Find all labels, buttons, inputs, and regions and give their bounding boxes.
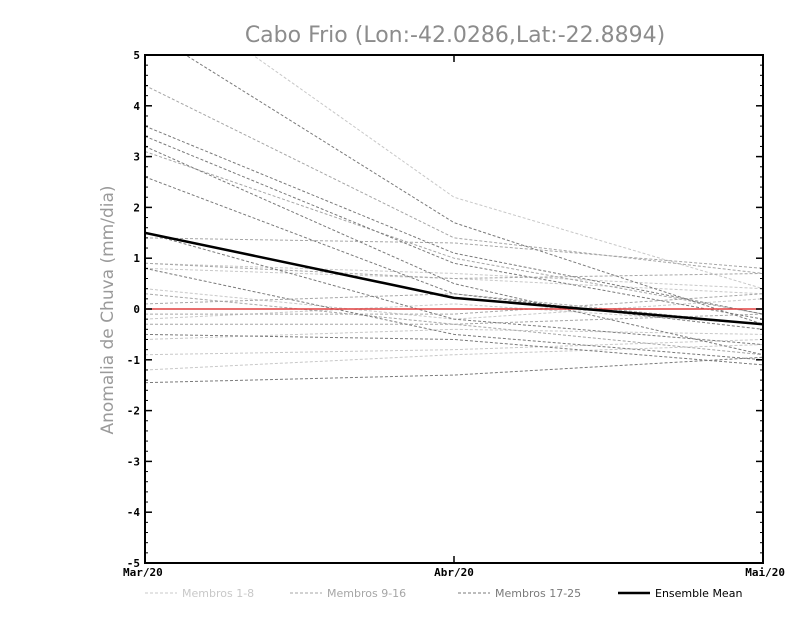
series-line-group3-member8 (145, 333, 763, 366)
series-line-group3-member3 (145, 135, 763, 320)
y-tick-label: 3 (133, 151, 140, 164)
y-tick-label: -1 (127, 354, 141, 367)
y-axis-label: Anomalia de Chuva (mm/dia) (98, 185, 118, 434)
series-line-group2-member7 (145, 293, 763, 315)
series-line-group1-member2 (145, 262, 763, 290)
y-tick-label: -2 (127, 405, 140, 418)
series-line-group3-member4 (145, 145, 763, 356)
x-tick-label: Mai/20 (745, 566, 785, 579)
series-line-group3-member5 (145, 176, 763, 330)
series-line-group2-member1 (145, 85, 763, 274)
legend-label: Membros 1-8 (182, 587, 254, 600)
series-line-group2-member4 (145, 293, 763, 356)
series-line-group1-member7 (145, 344, 763, 371)
y-tick-label: 5 (133, 49, 140, 62)
series-line-group3-member9 (145, 356, 763, 384)
y-tick-label: 0 (133, 303, 140, 316)
y-tick-label: -4 (127, 506, 141, 519)
plot-area (144, 54, 764, 564)
legend-label: Membros 17-25 (495, 587, 581, 600)
series-line-group1-member6 (145, 338, 763, 356)
legend-label: Ensemble Mean (655, 587, 742, 600)
series-lines (145, 55, 763, 384)
series-line-ensemble-mean (145, 231, 763, 326)
y-tick-label: 2 (133, 201, 140, 214)
series-line-group3-member6 (145, 232, 763, 346)
series-line-group2-member6 (145, 293, 763, 325)
series-line-group2-member2 (145, 151, 763, 315)
x-tick-label: Mar/20 (123, 566, 163, 579)
series-line-group1-member5 (145, 328, 763, 340)
y-tick-label: 4 (133, 100, 140, 113)
series-line-group3-member1 (184, 55, 763, 325)
chart-title: Cabo Frio (Lon:-42.0286,Lat:-22.8894) (245, 23, 665, 48)
series-line-group3-member2 (145, 125, 763, 315)
series-line-group2-member8 (145, 262, 763, 280)
legend-label: Membros 9-16 (327, 587, 406, 600)
y-tick-label: 1 (133, 252, 140, 265)
x-tick-label: Abr/20 (434, 566, 474, 579)
y-tick-label: -5 (127, 557, 140, 570)
series-line-group1-member8 (145, 267, 763, 295)
series-line-group2-member3 (145, 237, 763, 269)
legend: Membros 1-8 Membros 9-16 Membros 17-25 Ense… (145, 587, 742, 600)
y-tick-label: -3 (127, 455, 140, 468)
series-line-group3-member7 (145, 267, 763, 361)
